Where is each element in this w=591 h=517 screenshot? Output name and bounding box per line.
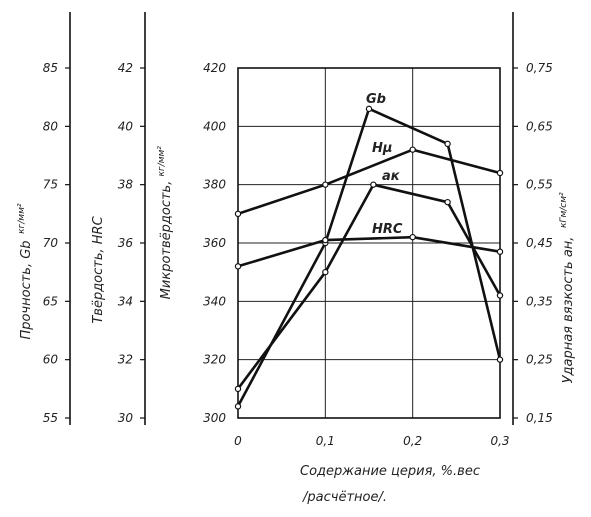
axis-title-microhardness: Микротвёрдость, кг/мм² (157, 146, 174, 300)
series-line-0 (236, 107, 502, 407)
data-point (322, 268, 329, 276)
tick-label-strength: 65 (43, 294, 58, 308)
data-point (234, 385, 242, 393)
tick-label-hardness: 36 (118, 236, 134, 250)
tick-label-hardness: 30 (118, 411, 134, 425)
axis-title-text-hardness: Твёрдость, HRC (91, 215, 106, 323)
series-label-2: ак (382, 169, 401, 184)
axis-title-text-impact: Ударная вязкость aн, (561, 237, 576, 384)
series-line-1 (237, 148, 501, 216)
labels: 0 0,1 0,2 0,3 Содержание церия, %.вес/расчёт… (234, 92, 509, 505)
tick-label-hardness: 38 (118, 178, 134, 192)
axis-strength: 55 60 65 70 75 80 85 Прочность, Gb кг/мм² (17, 12, 71, 425)
x-axis-title: Содержание церия, %.вес (300, 464, 480, 479)
tick-label-strength: 80 (43, 119, 59, 133)
tick-label-microhardness: 360 (203, 236, 226, 250)
series-label-3: HRC (372, 222, 403, 237)
x-tick-label: 0 (234, 434, 242, 448)
axis-unit-microhardness: кг/мм² (157, 146, 167, 177)
tick-label-impact: 0,65 (526, 119, 553, 133)
tick-label-microhardness: 320 (203, 353, 226, 367)
tick-label-microhardness: 340 (203, 294, 226, 308)
axis-title-text-microhardness: Микротвёрдость, (159, 181, 174, 300)
series-label-0: Gb (366, 92, 386, 107)
data-point (444, 198, 451, 206)
data-point (370, 181, 377, 188)
tick-label-hardness: 42 (118, 61, 133, 75)
grid (237, 67, 501, 419)
tick-label-impact: 0,75 (526, 61, 553, 75)
axis-unit-strength: кг/мм² (17, 203, 27, 234)
data-point (322, 181, 329, 188)
data-point (496, 356, 504, 363)
axis-title-strength: Прочность, Gb кг/мм² (17, 203, 34, 339)
axis-impact: 0,15 0,25 0,35 0,45 0,55 0,65 0,75 Ударная вязк… (512, 12, 576, 425)
tick-label-impact: 0,15 (526, 411, 553, 425)
series-label-1: Hμ (372, 141, 392, 156)
tick-label-hardness: 40 (118, 119, 134, 133)
axis-title-impact: Ударная вязкость aн, кГм/см² (559, 192, 576, 383)
data-point (409, 233, 416, 241)
tick-label-microhardness: 380 (203, 178, 226, 192)
axis-hardness: 30 32 34 36 38 40 42 Твёрдость, HRC (91, 12, 146, 425)
tick-label-hardness: 34 (118, 294, 133, 308)
data-point (322, 236, 329, 244)
tick-label-impact: 0,55 (526, 178, 553, 192)
axis-title-hardness: Твёрдость, HRC (91, 215, 106, 323)
data-point (365, 105, 373, 113)
data-point (496, 248, 504, 255)
tick-label-impact: 0,25 (526, 353, 553, 367)
tick-label-strength: 85 (43, 61, 58, 75)
data-point (496, 292, 504, 299)
series-lines (234, 105, 504, 410)
tick-label-impact: 0,35 (526, 294, 553, 308)
axis-microhardness: 300 320 340 360 380 400 420 Микротвёрдость, кг/м… (157, 61, 226, 425)
tick-label-strength: 75 (43, 178, 58, 192)
x-tick-label: 0,3 (490, 434, 509, 448)
tick-label-strength: 70 (43, 236, 59, 250)
plot-frame (237, 67, 501, 419)
tick-label-hardness: 32 (118, 353, 133, 367)
tick-label-microhardness: 300 (203, 411, 226, 425)
axis-unit-impact: кГм/см² (559, 192, 569, 228)
data-point (409, 146, 416, 153)
tick-label-strength: 60 (43, 353, 59, 367)
data-point (234, 210, 242, 218)
data-point (234, 263, 242, 270)
x-axis-title-line2: /расчётное/. (302, 490, 387, 505)
axis-title-text-strength: Прочность, Gb (19, 240, 34, 339)
tick-label-strength: 55 (43, 411, 58, 425)
tick-label-microhardness: 420 (203, 61, 226, 75)
series-line-3 (237, 235, 501, 268)
series-line-2 (236, 183, 502, 390)
data-point (496, 169, 504, 177)
data-point (234, 403, 242, 410)
tick-label-impact: 0,45 (526, 236, 553, 250)
x-tick-label: 0,1 (316, 434, 335, 448)
tick-label-microhardness: 400 (203, 119, 226, 133)
x-tick-label: 0,2 (403, 434, 422, 448)
data-point (444, 140, 451, 148)
